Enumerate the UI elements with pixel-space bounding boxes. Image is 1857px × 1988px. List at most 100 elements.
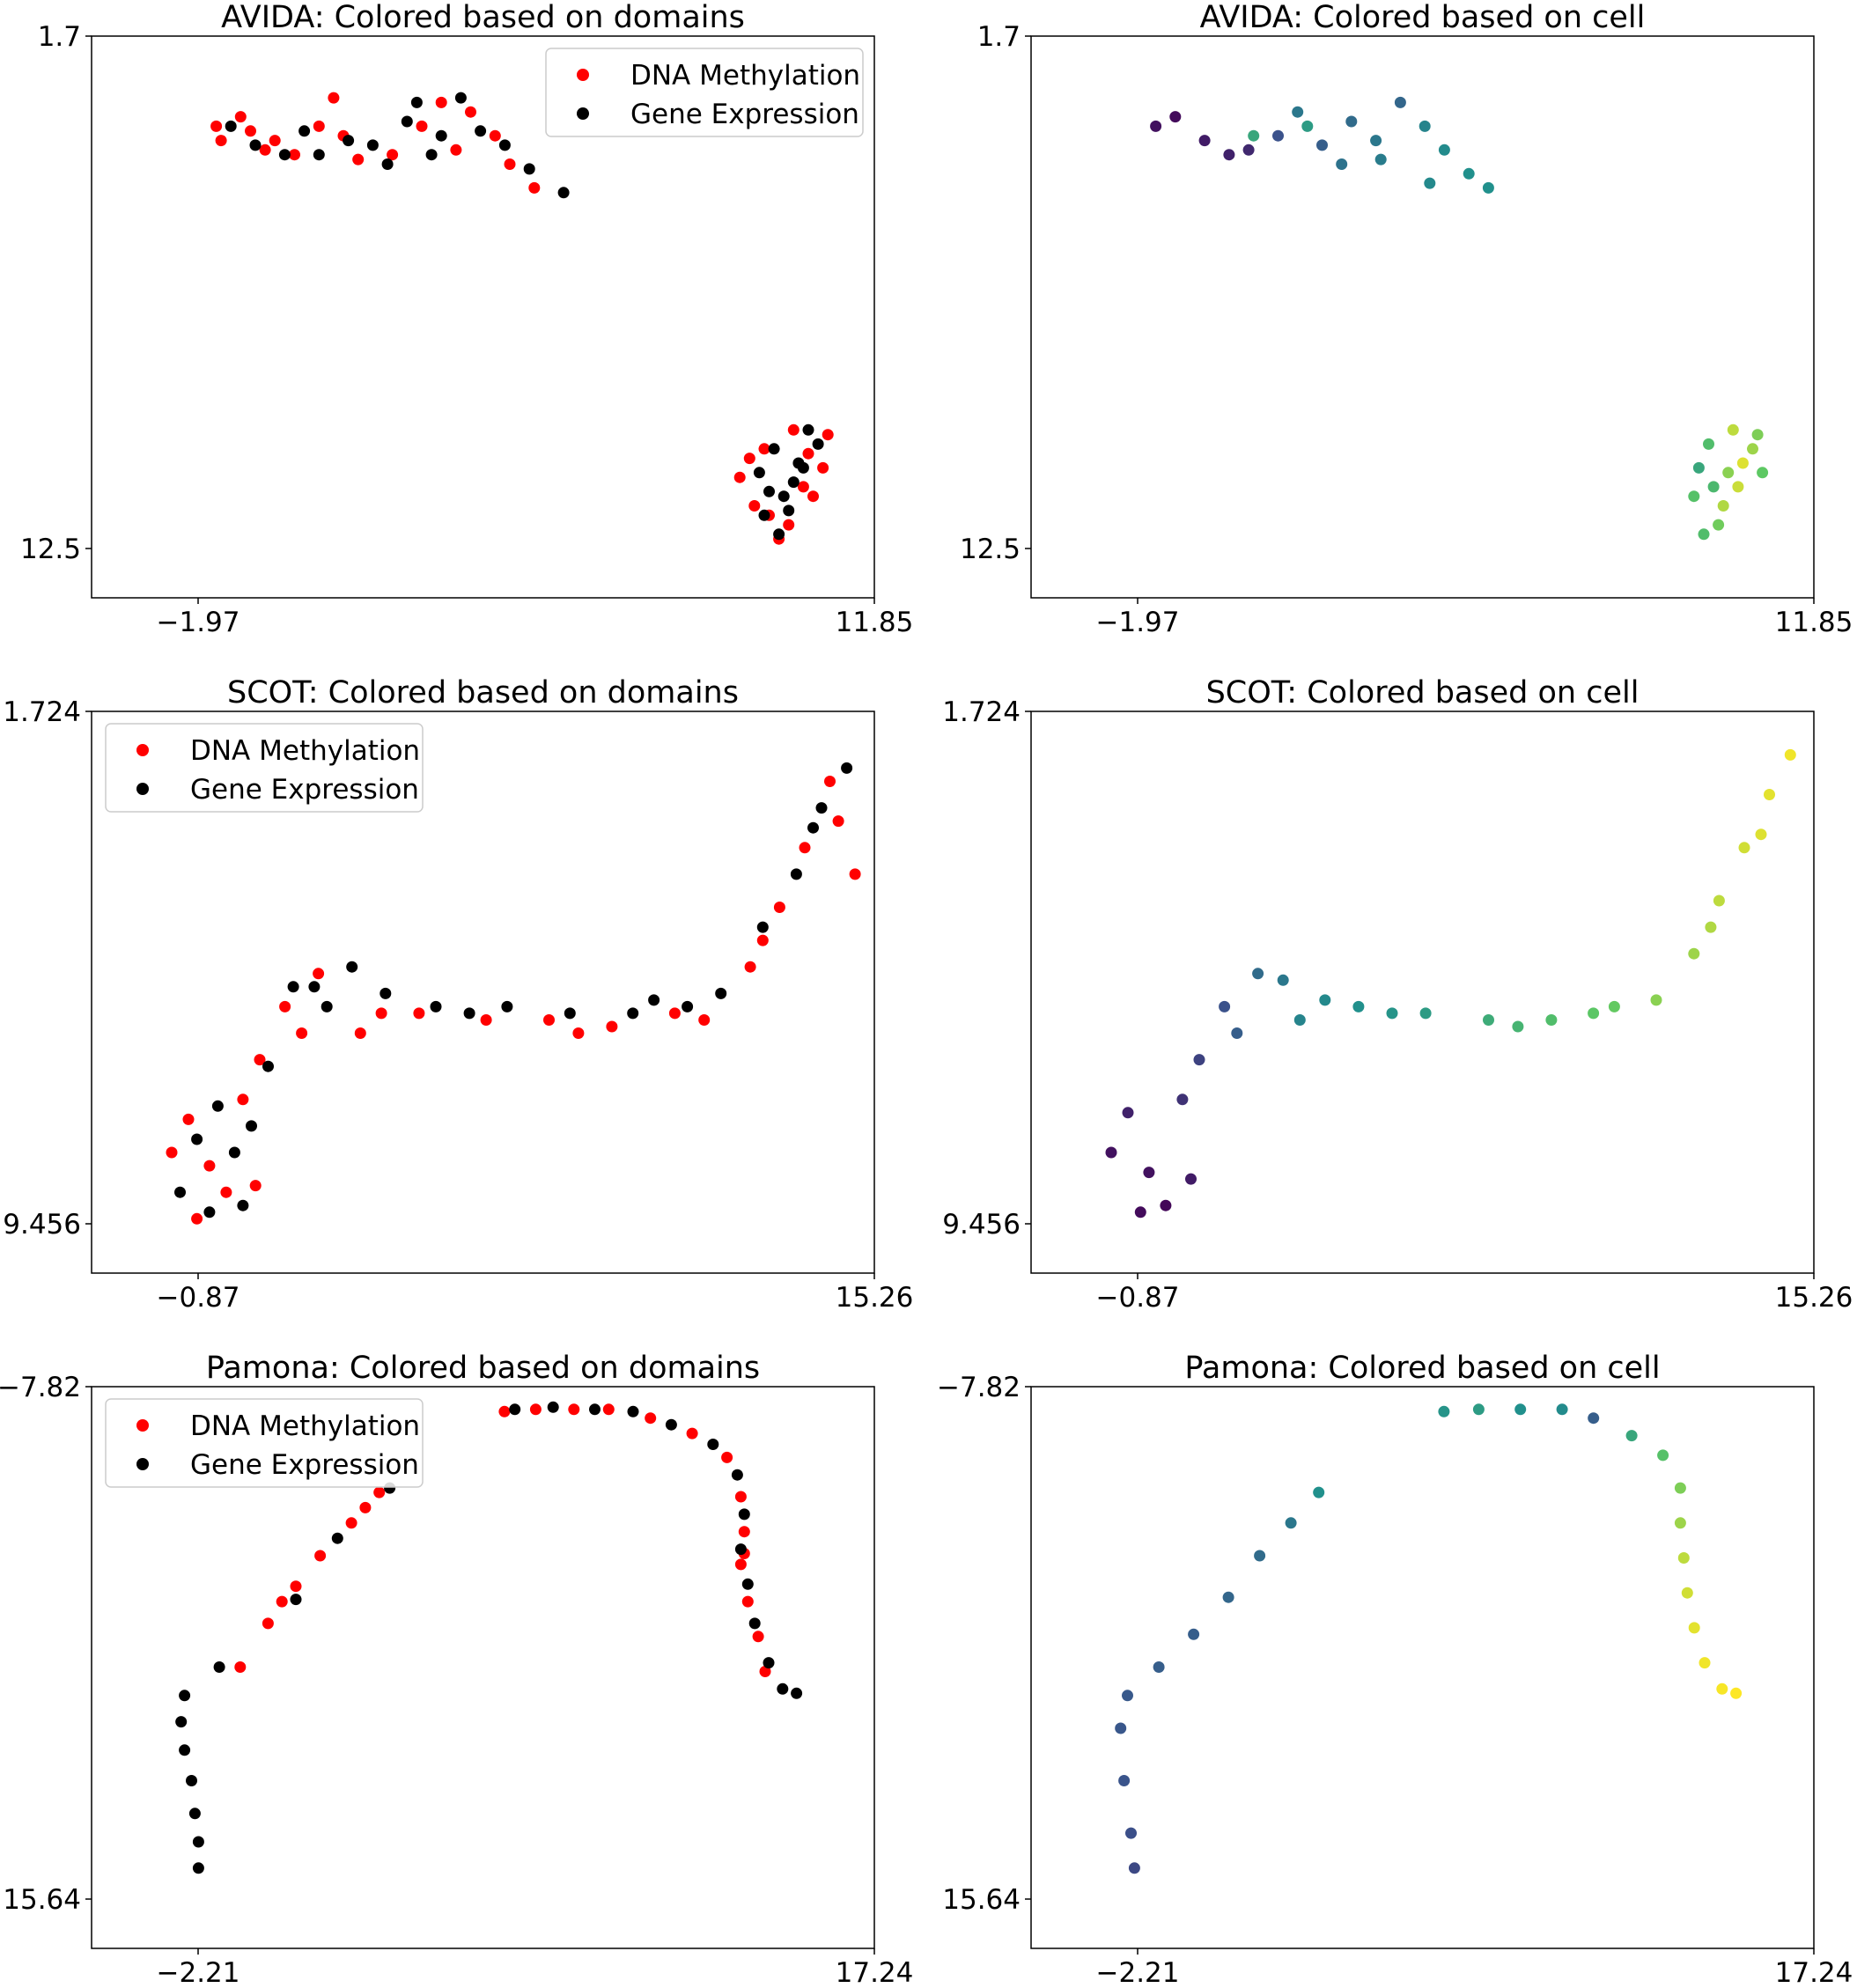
data-point <box>289 149 300 161</box>
data-point <box>345 1517 357 1529</box>
data-point <box>188 1808 201 1820</box>
data-point <box>1134 1206 1146 1219</box>
data-point <box>203 1206 216 1219</box>
data-point <box>1115 1722 1127 1734</box>
data-point <box>1160 1199 1172 1211</box>
data-point <box>1738 842 1750 854</box>
data-point <box>1588 1412 1600 1425</box>
data-point <box>346 961 358 973</box>
data-point <box>1169 111 1182 123</box>
data-point <box>1277 974 1289 986</box>
data-point <box>773 528 785 541</box>
data-point <box>1122 1690 1133 1702</box>
data-point <box>1556 1403 1568 1416</box>
data-point <box>213 1661 225 1673</box>
data-point <box>249 1180 262 1192</box>
data-point <box>179 1690 191 1702</box>
data-point <box>475 125 487 137</box>
data-point <box>1272 129 1284 142</box>
data-point <box>1198 135 1211 147</box>
data-point <box>1757 467 1769 479</box>
data-point <box>1153 1661 1165 1673</box>
data-point <box>1608 1000 1620 1012</box>
data-point <box>715 987 727 999</box>
data-point <box>278 149 291 161</box>
data-point <box>1105 1146 1117 1159</box>
data-point <box>1681 1587 1693 1599</box>
data-point <box>1713 519 1725 531</box>
data-point <box>1588 1007 1600 1020</box>
data-point <box>359 1501 372 1513</box>
data-point <box>1512 1020 1524 1033</box>
data-point <box>480 1014 492 1026</box>
chart-title: SCOT: Colored based on cell <box>1206 675 1640 711</box>
axes-frame <box>1030 35 1815 599</box>
data-point <box>463 1007 475 1020</box>
axes-frame <box>91 35 875 599</box>
data-point <box>225 120 237 132</box>
data-point <box>1374 153 1387 166</box>
data-point <box>738 1508 750 1520</box>
data-point <box>741 1578 754 1590</box>
data-point <box>1692 461 1705 474</box>
legend: DNA Methylation Gene Expression <box>545 48 864 137</box>
data-point <box>1438 1405 1450 1417</box>
data-point <box>498 139 511 151</box>
data-point <box>797 461 809 474</box>
data-point <box>802 447 814 460</box>
data-point <box>245 125 256 137</box>
data-point <box>425 149 438 161</box>
legend-label: DNA Methylation <box>190 1410 420 1442</box>
x-tick-label: 17.24 <box>836 1957 914 1988</box>
data-point <box>1625 1430 1638 1442</box>
y-tick-label: 15.64 <box>3 1884 81 1916</box>
legend-box <box>105 723 424 813</box>
data-point <box>1747 443 1758 455</box>
chart-panel-5: Pamona: Colored based on domains −2.21 17.… <box>0 1351 913 1988</box>
data-point <box>1223 149 1235 161</box>
data-point <box>832 815 844 828</box>
data-point <box>308 981 321 993</box>
data-point <box>430 1000 442 1012</box>
data-point <box>799 842 811 854</box>
legend: DNA Methylation Gene Expression <box>105 723 424 813</box>
chart-title: AVIDA: Colored based on cell <box>1200 0 1646 35</box>
data-point <box>211 1100 224 1112</box>
data-point <box>1150 120 1162 132</box>
data-point <box>387 149 399 161</box>
data-point <box>543 1014 555 1026</box>
data-point <box>783 504 795 517</box>
data-point <box>254 1054 266 1066</box>
data-point <box>220 1186 232 1198</box>
data-point <box>1386 1007 1398 1020</box>
data-point <box>807 490 819 503</box>
data-point <box>743 453 755 465</box>
data-point <box>435 129 447 142</box>
data-point <box>331 1532 343 1544</box>
y-tick-label: 1.724 <box>942 696 1021 728</box>
data-point <box>731 1469 743 1481</box>
data-point <box>1730 1687 1743 1699</box>
legend-label: DNA Methylation <box>630 60 860 92</box>
data-point <box>1677 1552 1690 1564</box>
legend-marker <box>577 69 589 81</box>
data-point <box>290 1594 302 1606</box>
data-point <box>748 1617 761 1630</box>
data-point <box>262 1060 274 1072</box>
data-point <box>1727 423 1739 436</box>
data-point <box>753 467 765 479</box>
y-tick-label: 12.5 <box>20 534 81 565</box>
data-point <box>1764 789 1775 800</box>
legend-box <box>105 1398 424 1488</box>
data-point <box>416 120 428 132</box>
series-gene-expression <box>175 1401 803 1874</box>
data-point <box>279 1000 291 1012</box>
legend: DNA Methylation Gene Expression <box>105 1398 424 1488</box>
data-point <box>501 1000 513 1012</box>
x-tick-label: −0.87 <box>1096 1282 1180 1314</box>
data-point <box>1252 968 1264 980</box>
data-point <box>1419 120 1431 132</box>
data-point <box>321 1000 333 1012</box>
data-point <box>698 1014 711 1026</box>
